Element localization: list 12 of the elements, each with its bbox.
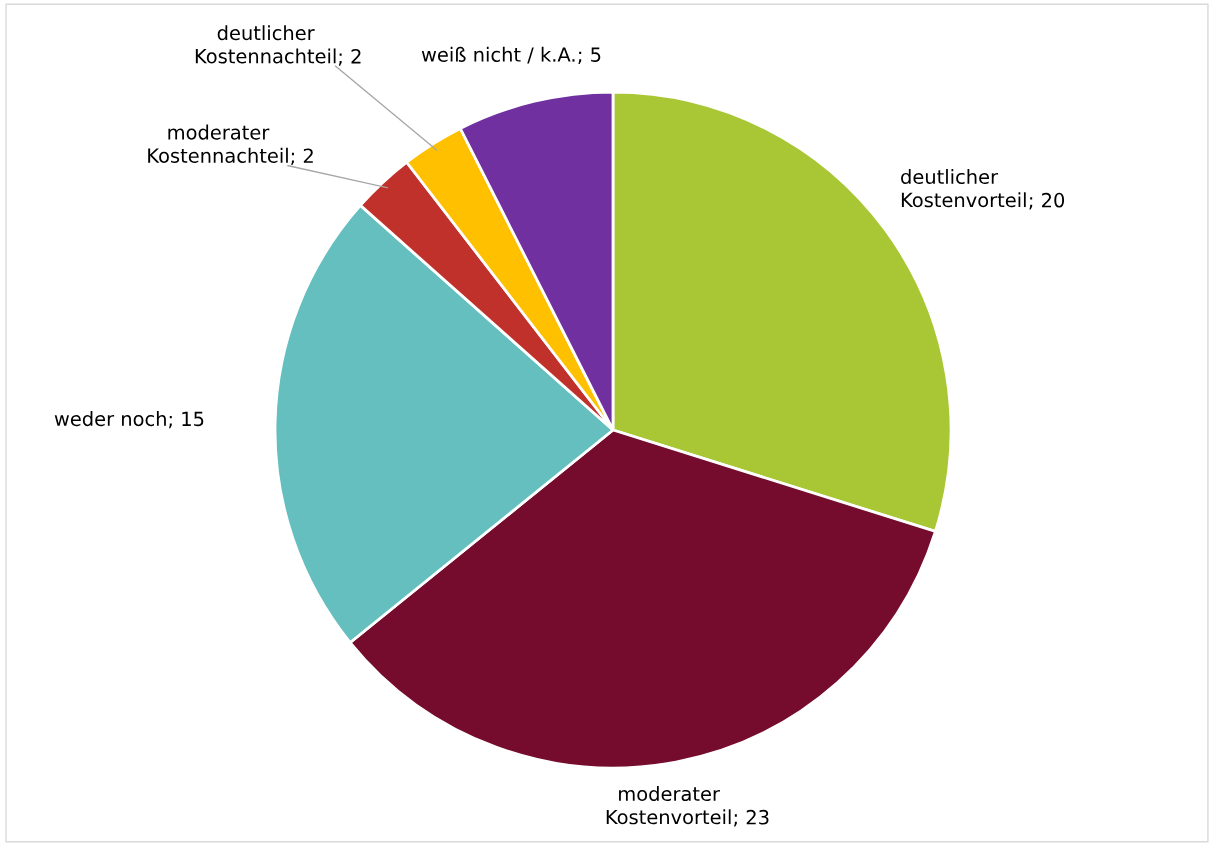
slice-label: deutlicher Kostennachteil [195,25,336,64]
slice-label: moderater Kostennachteil [148,124,288,163]
data-label: ; 2 [291,148,313,166]
data-label: ; 23 [734,809,769,827]
data-label: ; 5 [578,47,601,64]
data-label: ; 15 [169,411,204,429]
data-label: ; 2 [338,49,361,66]
data-label: ; 20 [1029,192,1065,210]
slice-label: moderater Kostenvorteil [606,786,731,825]
slice-label: weiß nicht / k.A. [421,46,575,64]
slice-label: weder noch [54,411,166,427]
slice-label: deutlicher Kostenvorteil [901,169,1026,208]
